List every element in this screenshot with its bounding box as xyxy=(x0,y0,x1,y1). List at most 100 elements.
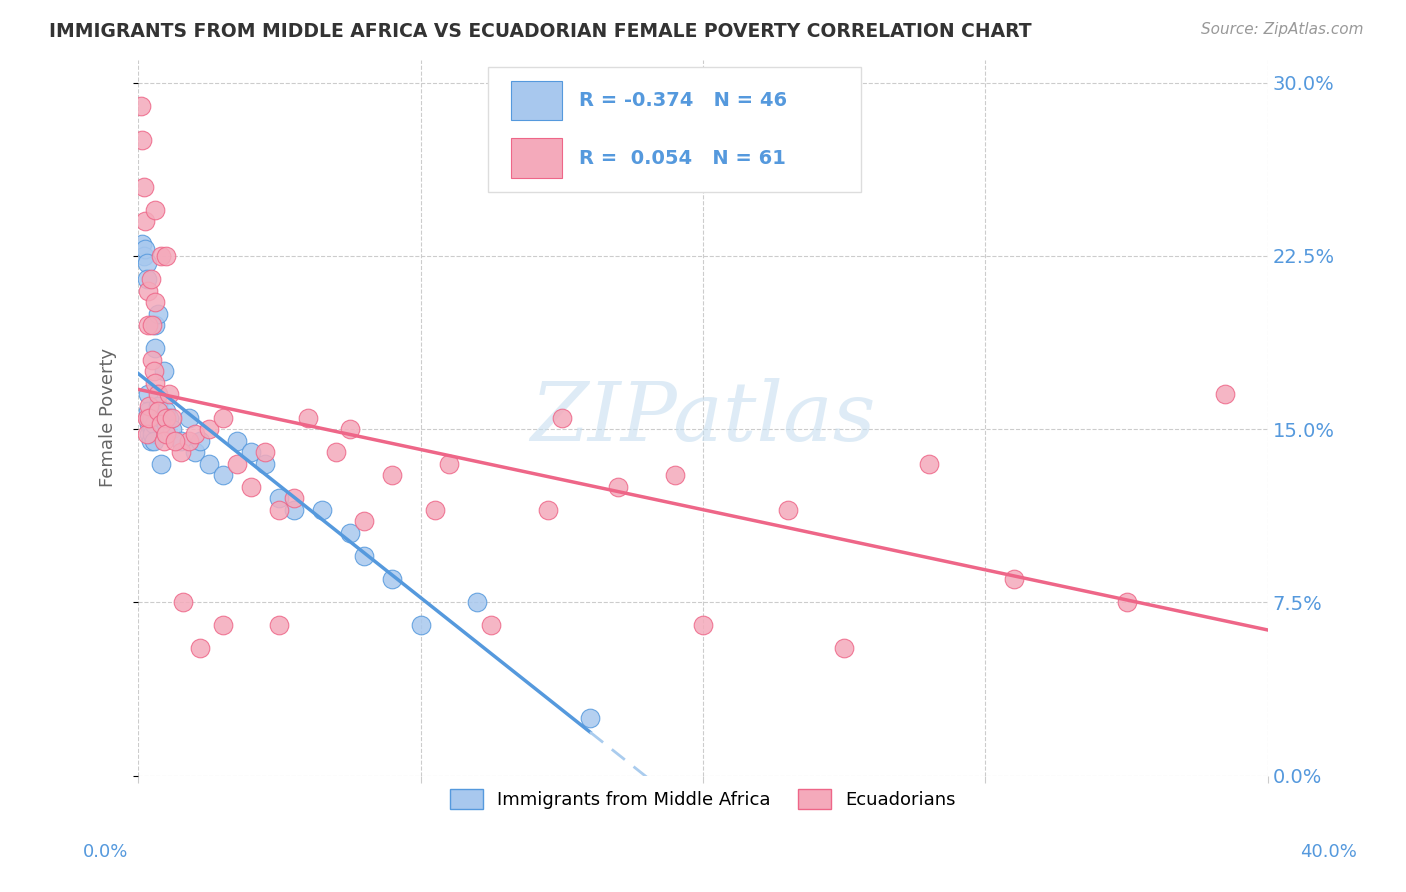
Point xyxy=(155,403,177,417)
Point xyxy=(160,422,183,436)
Text: IMMIGRANTS FROM MIDDLE AFRICA VS ECUADORIAN FEMALE POVERTY CORRELATION CHART: IMMIGRANTS FROM MIDDLE AFRICA VS ECUADOR… xyxy=(49,22,1032,41)
Point xyxy=(149,249,172,263)
Y-axis label: Female Poverty: Female Poverty xyxy=(100,348,117,487)
Point xyxy=(155,417,177,432)
Point xyxy=(198,422,221,436)
Point xyxy=(135,272,157,286)
Point xyxy=(297,410,319,425)
Point xyxy=(138,399,160,413)
Point xyxy=(131,237,153,252)
Point xyxy=(146,403,169,417)
Point xyxy=(135,410,157,425)
Point xyxy=(155,426,177,441)
Point xyxy=(1215,387,1237,401)
Point xyxy=(138,426,160,441)
Point xyxy=(139,410,162,425)
Point xyxy=(136,318,159,333)
Point xyxy=(141,422,163,436)
FancyBboxPatch shape xyxy=(488,67,860,192)
Point xyxy=(339,422,361,436)
Point xyxy=(1115,595,1137,609)
Point xyxy=(155,249,177,263)
Point xyxy=(353,549,375,563)
Point xyxy=(142,417,165,432)
Point xyxy=(1002,572,1025,586)
Point xyxy=(692,618,714,632)
Point xyxy=(311,503,333,517)
Point xyxy=(353,515,375,529)
Point xyxy=(138,417,160,432)
Point xyxy=(664,468,686,483)
Point xyxy=(163,434,186,448)
Point xyxy=(132,179,155,194)
Point xyxy=(226,457,249,471)
Point xyxy=(240,445,263,459)
Point xyxy=(141,318,163,333)
Point xyxy=(226,434,249,448)
Point xyxy=(136,284,159,298)
Point xyxy=(254,457,277,471)
Point xyxy=(240,480,263,494)
Point xyxy=(152,364,174,378)
Point xyxy=(146,399,169,413)
Point xyxy=(465,595,488,609)
Point xyxy=(254,445,277,459)
Point xyxy=(129,99,152,113)
Point xyxy=(177,410,200,425)
Point xyxy=(283,491,305,506)
Point xyxy=(134,214,156,228)
Point xyxy=(437,457,460,471)
Point xyxy=(537,503,560,517)
Point xyxy=(139,272,162,286)
Point xyxy=(139,434,162,448)
Point xyxy=(132,249,155,263)
Point xyxy=(212,410,235,425)
Text: 40.0%: 40.0% xyxy=(1301,843,1357,861)
Text: R = -0.374   N = 46: R = -0.374 N = 46 xyxy=(579,91,787,111)
Point xyxy=(188,434,211,448)
Point xyxy=(832,641,855,656)
Point xyxy=(143,376,166,390)
Point xyxy=(149,410,172,425)
Point xyxy=(188,641,211,656)
Point xyxy=(152,434,174,448)
Point xyxy=(138,410,160,425)
Point xyxy=(142,434,165,448)
Point xyxy=(143,318,166,333)
Point xyxy=(409,618,432,632)
Point xyxy=(269,618,291,632)
Point xyxy=(134,242,156,256)
Point xyxy=(135,426,157,441)
Point xyxy=(198,457,221,471)
Legend: Immigrants from Middle Africa, Ecuadorians: Immigrants from Middle Africa, Ecuadoria… xyxy=(443,782,963,816)
Text: Source: ZipAtlas.com: Source: ZipAtlas.com xyxy=(1201,22,1364,37)
Point xyxy=(143,202,166,217)
Point xyxy=(776,503,799,517)
Point xyxy=(149,457,172,471)
Point xyxy=(136,403,159,417)
Point xyxy=(183,426,205,441)
Point xyxy=(160,410,183,425)
Point xyxy=(138,410,160,425)
Point xyxy=(479,618,502,632)
Point xyxy=(325,445,347,459)
Point xyxy=(339,526,361,541)
Point xyxy=(149,417,172,432)
Point xyxy=(135,256,157,270)
Point xyxy=(131,133,153,147)
Point xyxy=(183,445,205,459)
Point xyxy=(146,387,169,401)
Point xyxy=(381,572,404,586)
Bar xyxy=(510,138,562,178)
Text: R =  0.054   N = 61: R = 0.054 N = 61 xyxy=(579,149,786,168)
Point xyxy=(157,410,180,425)
Point xyxy=(172,595,194,609)
Point xyxy=(381,468,404,483)
Point xyxy=(269,503,291,517)
Point xyxy=(169,434,191,448)
Point xyxy=(136,387,159,401)
Point xyxy=(141,352,163,367)
Point xyxy=(177,434,200,448)
Bar xyxy=(510,81,562,120)
Point xyxy=(918,457,941,471)
